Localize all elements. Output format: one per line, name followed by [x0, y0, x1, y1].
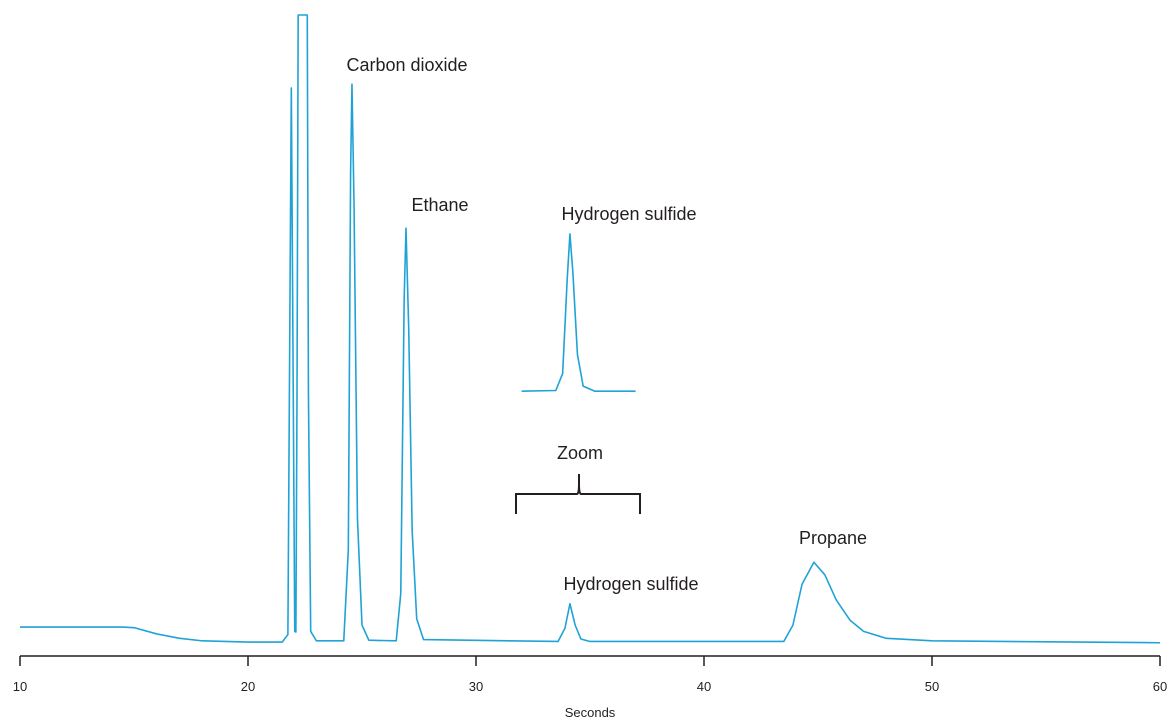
zoom-brace — [515, 474, 641, 514]
x-tick-label: 30 — [469, 679, 483, 694]
chromatogram-trace — [521, 233, 636, 392]
peak-label: Zoom — [557, 443, 603, 463]
x-tick-label: 40 — [697, 679, 711, 694]
chromatogram-trace — [20, 14, 1161, 644]
peak-label: Propane — [799, 528, 867, 548]
x-tick-label: 10 — [13, 679, 27, 694]
x-tick-label: 60 — [1153, 679, 1167, 694]
peak-label: Hydrogen sulfide — [561, 204, 696, 224]
peak-label: Ethane — [411, 195, 468, 215]
peak-label: Carbon dioxide — [346, 55, 467, 75]
x-tick-label: 50 — [925, 679, 939, 694]
x-axis-label: Seconds — [565, 705, 616, 720]
peak-label: Hydrogen sulfide — [563, 574, 698, 594]
x-tick-label: 20 — [241, 679, 255, 694]
